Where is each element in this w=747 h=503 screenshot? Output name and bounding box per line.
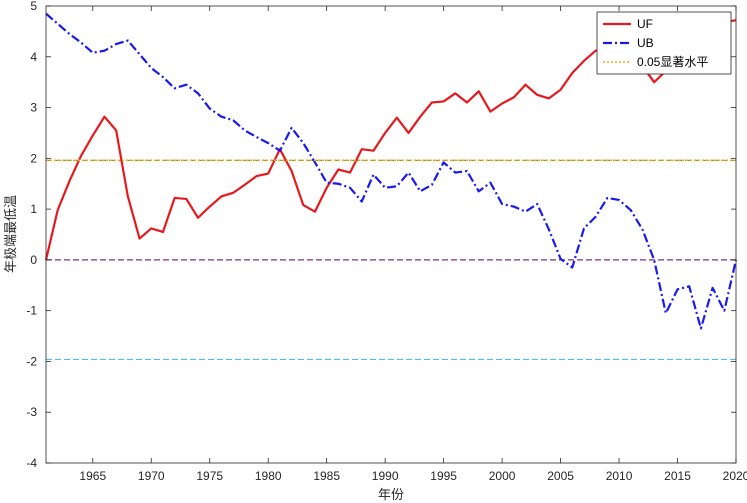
x-tick-label: 2015 <box>664 469 691 483</box>
y-tick-label: 1 <box>30 202 37 216</box>
y-tick-label: 3 <box>30 101 37 115</box>
x-tick-label: 1990 <box>372 469 399 483</box>
x-tick-label: 1965 <box>79 469 106 483</box>
x-tick-label: 1985 <box>313 469 340 483</box>
x-tick-label: 2000 <box>489 469 516 483</box>
x-tick-label: 2005 <box>547 469 574 483</box>
y-tick-label: -1 <box>26 304 37 318</box>
y-tick-label: 4 <box>30 50 37 64</box>
x-tick-label: 2020 <box>723 469 747 483</box>
plot-frame <box>45 5 737 464</box>
y-axis: -4 -3 -2 -1 0 1 2 3 4 5 <box>26 0 736 470</box>
series-line-1 <box>45 12 738 330</box>
x-tick-label: 1975 <box>196 469 223 483</box>
x-axis-label: 年份 <box>378 488 404 503</box>
legend-label-2: 0.05显著水平 <box>637 55 708 69</box>
legend-label-0: UF <box>637 17 653 31</box>
y-tick-label: 2 <box>30 151 37 165</box>
y-tick-label: -4 <box>26 456 37 470</box>
x-tick-label: 1995 <box>430 469 457 483</box>
legend: UF UB 0.05显著水平 <box>596 11 732 75</box>
x-tick-label: 1980 <box>255 469 282 483</box>
y-tick-label: 0 <box>30 253 37 267</box>
y-tick-label: -3 <box>26 405 37 419</box>
y-tick-label: 5 <box>30 0 37 13</box>
x-tick-label: 2010 <box>606 469 633 483</box>
x-tick-label: 1970 <box>138 469 165 483</box>
legend-label-1: UB <box>637 36 654 50</box>
x-axis: 1965 1970 1975 1980 1985 1990 1995 2000 2005 2010… <box>79 6 747 483</box>
y-tick-label: -2 <box>26 354 37 368</box>
plot-background <box>46 6 736 463</box>
y-axis-label: 年极端最低温 <box>4 195 19 273</box>
legend-box <box>596 11 732 75</box>
